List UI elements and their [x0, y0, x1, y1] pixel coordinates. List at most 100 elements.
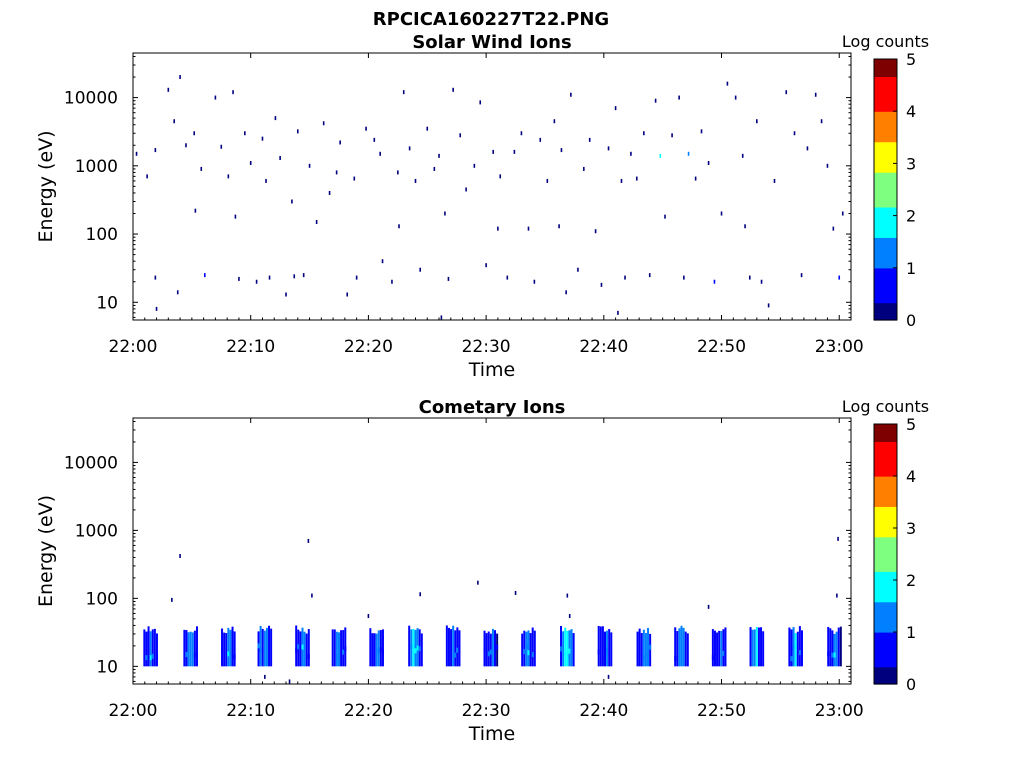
data-cell	[600, 282, 603, 287]
data-cell	[674, 656, 677, 662]
colorbar-tick-label: 4	[906, 102, 916, 121]
colorbar-segment	[874, 519, 897, 525]
data-cell	[279, 156, 281, 161]
colorbar-segment	[874, 254, 897, 260]
data-cell	[760, 279, 763, 284]
data-cell	[572, 633, 575, 667]
data-cell	[371, 633, 374, 667]
data-cell	[194, 208, 197, 213]
data-cell	[176, 290, 179, 295]
colorbar-segment	[874, 675, 897, 681]
colorbar-segment	[874, 224, 897, 230]
data-cell	[539, 137, 542, 142]
data-cell	[410, 644, 413, 650]
data-cell	[465, 187, 467, 192]
data-cell	[806, 146, 809, 151]
data-cell	[566, 593, 569, 598]
data-cell	[583, 166, 585, 171]
data-cell	[445, 625, 448, 667]
data-cell	[257, 643, 260, 649]
colorbar-segment	[874, 575, 897, 581]
colorbar-segment	[874, 76, 897, 82]
data-cell	[558, 224, 560, 229]
x-tick-label: 22:40	[579, 337, 628, 357]
data-cell	[686, 633, 689, 667]
data-cell	[305, 633, 308, 667]
data-cell	[497, 226, 499, 231]
data-cell	[643, 131, 645, 136]
data-cell	[523, 630, 526, 667]
data-cell	[447, 627, 450, 667]
y-tick-label: 100	[86, 589, 118, 609]
data-cell	[831, 652, 834, 658]
colorbar-segment	[874, 302, 897, 308]
data-cell	[221, 647, 224, 653]
colorbar-segment	[874, 497, 897, 503]
data-cell	[408, 625, 411, 667]
colorbar-tick-label: 5	[906, 50, 916, 69]
colorbar-segment	[874, 476, 897, 481]
data-cell	[837, 536, 839, 541]
colorbar-frame	[873, 423, 898, 685]
data-cell	[147, 626, 150, 667]
data-cell	[674, 627, 677, 667]
data-cell	[647, 627, 650, 667]
colorbar-segment	[874, 293, 897, 299]
colorbar-segment	[874, 567, 897, 572]
colorbar-segment	[874, 315, 897, 321]
data-cell	[263, 630, 266, 667]
x-tick-label: 22:50	[697, 701, 746, 721]
data-cell	[264, 674, 266, 679]
data-cell	[533, 279, 536, 284]
data-cell	[450, 629, 453, 667]
colorbar-segment	[874, 632, 897, 637]
data-cell	[722, 650, 725, 656]
data-cell	[233, 631, 236, 667]
data-cell	[659, 153, 662, 158]
data-cell	[529, 633, 532, 667]
data-cell	[720, 211, 723, 216]
data-cell	[756, 119, 758, 124]
data-cell	[454, 630, 457, 667]
data-cell	[299, 631, 302, 667]
data-cell	[664, 214, 666, 219]
data-cell	[678, 628, 681, 667]
data-cell	[311, 593, 313, 598]
colorbar-segment	[874, 541, 897, 546]
data-cell	[599, 626, 602, 667]
data-cell	[402, 90, 405, 95]
data-cell	[826, 163, 829, 168]
data-cell	[214, 95, 217, 100]
data-cell	[649, 644, 652, 650]
colorbar-segment	[874, 627, 897, 633]
colorbar-segment	[874, 72, 897, 77]
data-cell	[185, 143, 187, 148]
data-cell	[302, 273, 305, 278]
data-cell	[296, 129, 299, 134]
colorbar-segment	[874, 280, 897, 286]
data-cell	[638, 628, 641, 667]
data-cell	[603, 631, 606, 667]
data-cell	[676, 631, 679, 667]
data-cell	[154, 275, 157, 280]
data-cell	[307, 654, 310, 660]
colorbar-segment	[874, 202, 897, 208]
data-cell	[414, 629, 417, 667]
data-cell	[820, 119, 823, 124]
data-cell	[285, 292, 287, 297]
data-cell	[687, 151, 690, 156]
data-cell	[353, 176, 356, 181]
data-cell	[607, 674, 610, 679]
data-cell	[711, 629, 714, 667]
data-cell	[261, 628, 264, 667]
x-tick-label: 22:20	[344, 337, 393, 357]
colorbar-segment	[874, 593, 897, 598]
y-tick-label: 1000	[75, 521, 118, 541]
data-cell	[790, 656, 793, 662]
x-tick-label: 23:00	[815, 701, 864, 721]
data-cell	[167, 87, 170, 92]
data-cell	[452, 87, 454, 92]
colorbar-segment	[874, 523, 897, 529]
data-cell	[337, 654, 340, 660]
data-cell	[617, 310, 619, 315]
